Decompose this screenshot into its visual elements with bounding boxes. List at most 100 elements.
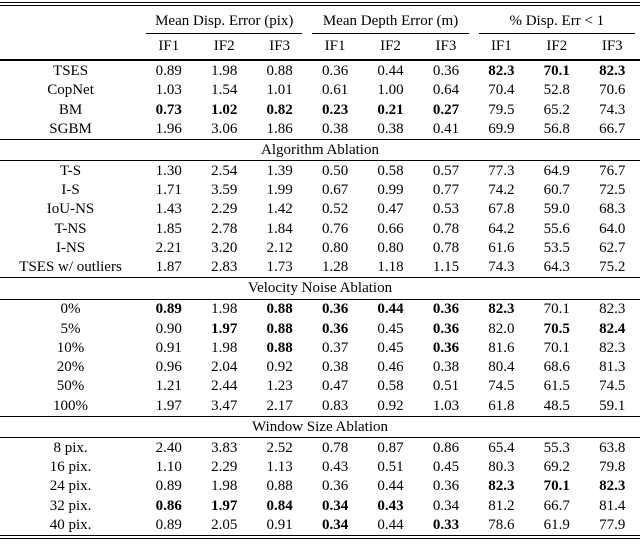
value-cell: 70.5 bbox=[543, 320, 570, 337]
group-header-label: Mean Depth Error (m) bbox=[312, 13, 469, 35]
table-row: 16 pix. 1.10 2.29 1.13 0.43 0.51 0.45 80.3 69.2 7… bbox=[0, 458, 640, 477]
row-label: IoU-NS bbox=[46, 201, 95, 218]
col-header-if3: IF3 bbox=[251, 34, 308, 62]
value-cell: 0.96 bbox=[155, 359, 182, 376]
row-label: 0% bbox=[60, 301, 81, 318]
value-cell: 53.5 bbox=[543, 239, 570, 256]
value-cell: 2.44 bbox=[211, 378, 238, 395]
value-cell: 1.85 bbox=[155, 220, 182, 237]
value-cell: 0.34 bbox=[321, 497, 349, 514]
value-cell: 3.20 bbox=[211, 239, 238, 256]
group-header-label: % Disp. Err < 1 bbox=[478, 13, 635, 35]
value-cell: 1.86 bbox=[266, 120, 293, 137]
value-cell: 2.29 bbox=[211, 459, 238, 476]
value-cell: 1.23 bbox=[266, 378, 293, 395]
table-row: T-NS 1.85 2.78 1.84 0.76 0.66 0.78 64.2 55.6 64.0 bbox=[0, 219, 640, 238]
value-cell: 61.9 bbox=[543, 516, 570, 533]
value-cell: 2.17 bbox=[266, 397, 293, 414]
value-cell: 1.03 bbox=[432, 397, 460, 414]
row-label: 5% bbox=[60, 320, 81, 337]
row-label: 10% bbox=[56, 339, 85, 356]
value-cell: 69.2 bbox=[543, 459, 570, 476]
value-cell: 82.3 bbox=[488, 478, 515, 495]
row-label: 16 pix. bbox=[49, 459, 92, 476]
group-header-row: Mean Disp. Error (pix) Mean Depth Error … bbox=[0, 6, 640, 35]
value-cell: 0.34 bbox=[432, 497, 460, 514]
row-label: I-NS bbox=[55, 239, 86, 256]
value-cell: 70.4 bbox=[488, 82, 515, 99]
value-cell: 0.91 bbox=[266, 516, 293, 533]
table-top-rule bbox=[0, 2, 640, 6]
value-cell: 69.9 bbox=[488, 120, 515, 137]
value-cell: 82.4 bbox=[599, 320, 626, 337]
table-row: 100% 1.97 3.47 2.17 0.83 0.92 1.03 61.8 48.5 59.1 bbox=[0, 396, 640, 416]
table-row: I-S 1.71 3.59 1.99 0.67 0.99 0.77 74.2 60.7 72.5 bbox=[0, 181, 640, 200]
value-cell: 0.58 bbox=[377, 162, 404, 179]
table-row: 0% 0.89 1.98 0.88 0.36 0.44 0.36 82.3 70.1 82.3 bbox=[0, 299, 640, 319]
value-cell: 0.45 bbox=[377, 339, 404, 356]
row-label: 40 pix. bbox=[49, 516, 92, 533]
table-row: 5% 0.90 1.97 0.88 0.36 0.45 0.36 82.0 70.5 82.4 bbox=[0, 319, 640, 338]
value-cell: 1.98 bbox=[211, 478, 238, 495]
value-cell: 0.44 bbox=[377, 62, 404, 79]
value-cell: 1.96 bbox=[155, 120, 182, 137]
value-cell: 0.90 bbox=[155, 320, 182, 337]
value-cell: 0.45 bbox=[432, 459, 460, 476]
value-cell: 0.36 bbox=[432, 339, 460, 356]
value-cell: 1.15 bbox=[432, 259, 460, 276]
value-cell: 82.0 bbox=[488, 320, 515, 337]
col-header-if2: IF2 bbox=[362, 34, 419, 62]
table-row: CopNet 1.03 1.54 1.01 0.61 1.00 0.64 70.4 52.8 70… bbox=[0, 81, 640, 100]
value-cell: 0.73 bbox=[155, 101, 182, 118]
value-cell: 1.97 bbox=[211, 497, 238, 514]
value-cell: 0.67 bbox=[321, 182, 349, 199]
value-cell: 0.23 bbox=[321, 101, 349, 118]
row-label: SGBM bbox=[49, 120, 92, 137]
value-cell: 1.03 bbox=[155, 82, 182, 99]
section-header-row: Velocity Noise Ablation bbox=[0, 277, 640, 300]
value-cell: 0.86 bbox=[432, 439, 460, 456]
value-cell: 55.3 bbox=[543, 439, 570, 456]
value-cell: 0.76 bbox=[321, 220, 349, 237]
table-row: SGBM 1.96 3.06 1.86 0.38 0.38 0.41 69.9 56.8 66.7 bbox=[0, 119, 640, 139]
value-cell: 61.6 bbox=[488, 239, 515, 256]
group-header-label: Mean Disp. Error (pix) bbox=[146, 13, 303, 35]
value-cell: 59.0 bbox=[543, 201, 570, 218]
value-cell: 0.36 bbox=[432, 478, 460, 495]
value-cell: 0.36 bbox=[321, 320, 349, 337]
value-cell: 80.4 bbox=[488, 359, 515, 376]
value-cell: 55.6 bbox=[543, 220, 570, 237]
value-cell: 1.42 bbox=[266, 201, 293, 218]
value-cell: 1.01 bbox=[266, 82, 293, 99]
value-cell: 3.83 bbox=[211, 439, 238, 456]
value-cell: 0.47 bbox=[377, 201, 404, 218]
value-cell: 0.66 bbox=[377, 220, 404, 237]
table-row: BM 0.73 1.02 0.82 0.23 0.21 0.27 79.5 65.2 74.3 bbox=[0, 100, 640, 119]
table-row: 40 pix. 0.89 2.05 0.91 0.34 0.44 0.33 78.6 61.9 7… bbox=[0, 515, 640, 534]
value-cell: 0.89 bbox=[155, 478, 182, 495]
value-cell: 1.99 bbox=[266, 182, 293, 199]
value-cell: 60.7 bbox=[543, 182, 570, 199]
value-cell: 0.92 bbox=[266, 359, 293, 376]
value-cell: 70.1 bbox=[543, 62, 570, 79]
value-cell: 1.87 bbox=[155, 259, 182, 276]
value-cell: 0.43 bbox=[377, 497, 404, 514]
value-cell: 0.36 bbox=[432, 320, 460, 337]
value-cell: 70.1 bbox=[543, 301, 570, 318]
value-cell: 81.3 bbox=[599, 359, 626, 376]
value-cell: 72.5 bbox=[599, 182, 626, 199]
table-row: T-S 1.30 2.54 1.39 0.50 0.58 0.57 77.3 64.9 76.7 bbox=[0, 161, 640, 181]
value-cell: 0.58 bbox=[377, 378, 404, 395]
value-cell: 1.98 bbox=[211, 62, 238, 79]
value-cell: 0.52 bbox=[321, 201, 349, 218]
value-cell: 0.27 bbox=[432, 101, 460, 118]
group-header-pct-disp-err: % Disp. Err < 1 bbox=[474, 6, 640, 35]
table-bottom-rule bbox=[0, 534, 640, 539]
col-header-if2: IF2 bbox=[196, 34, 252, 62]
value-cell: 1.84 bbox=[266, 220, 293, 237]
value-cell: 0.38 bbox=[432, 359, 460, 376]
row-label: 50% bbox=[56, 378, 85, 395]
value-cell: 79.8 bbox=[599, 459, 626, 476]
value-cell: 77.9 bbox=[599, 516, 626, 533]
